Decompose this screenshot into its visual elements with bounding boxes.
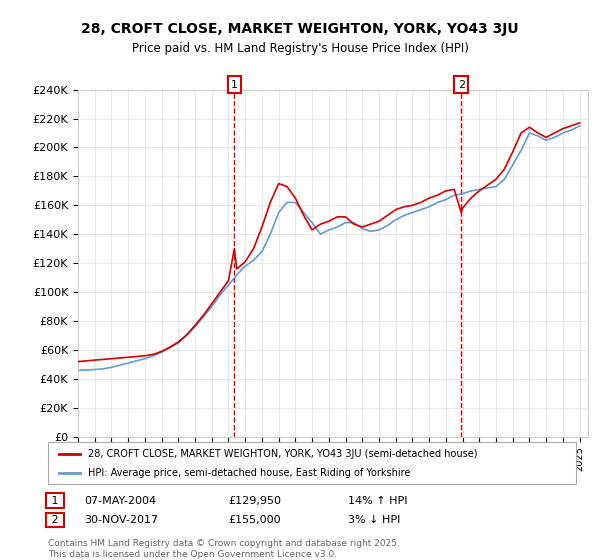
Text: Price paid vs. HM Land Registry's House Price Index (HPI): Price paid vs. HM Land Registry's House … <box>131 42 469 55</box>
Text: £129,950: £129,950 <box>228 496 281 506</box>
Text: Contains HM Land Registry data © Crown copyright and database right 2025.: Contains HM Land Registry data © Crown c… <box>48 539 400 548</box>
Text: 14% ↑ HPI: 14% ↑ HPI <box>348 496 407 506</box>
Text: 28, CROFT CLOSE, MARKET WEIGHTON, YORK, YO43 3JU (semi-detached house): 28, CROFT CLOSE, MARKET WEIGHTON, YORK, … <box>88 449 477 459</box>
Text: 3% ↓ HPI: 3% ↓ HPI <box>348 515 400 525</box>
Text: This data is licensed under the Open Government Licence v3.0.: This data is licensed under the Open Gov… <box>48 550 337 559</box>
Text: 07-MAY-2004: 07-MAY-2004 <box>84 496 156 506</box>
Text: HPI: Average price, semi-detached house, East Riding of Yorkshire: HPI: Average price, semi-detached house,… <box>88 468 410 478</box>
Text: 2: 2 <box>458 80 465 90</box>
Text: 28, CROFT CLOSE, MARKET WEIGHTON, YORK, YO43 3JU: 28, CROFT CLOSE, MARKET WEIGHTON, YORK, … <box>81 22 519 36</box>
Text: 1: 1 <box>231 80 238 90</box>
Text: 1: 1 <box>48 496 62 506</box>
Text: 2: 2 <box>48 515 62 525</box>
Text: 30-NOV-2017: 30-NOV-2017 <box>84 515 158 525</box>
Text: £155,000: £155,000 <box>228 515 281 525</box>
